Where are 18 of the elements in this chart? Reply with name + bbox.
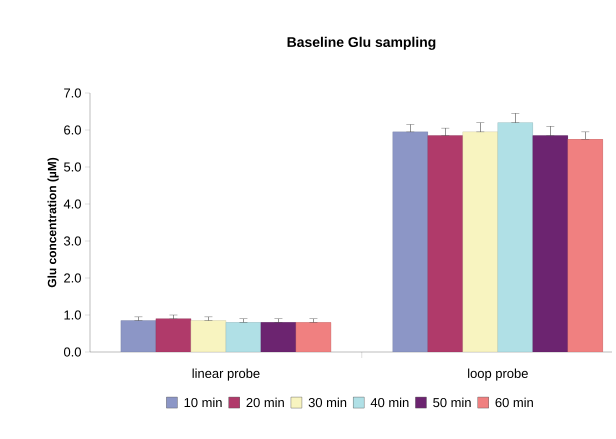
legend-label: 40 min: [370, 398, 408, 408]
y-tick-label: 1.0: [64, 310, 81, 320]
legend-label: 20 min: [246, 398, 284, 408]
y-tick-label: 5.0: [64, 162, 81, 172]
chart-title: Baseline Glu sampling: [288, 36, 436, 50]
y-tick-label: 0.0: [64, 347, 81, 357]
y-tick-label: 2.0: [64, 273, 81, 283]
y-tick-label: 7.0: [64, 88, 81, 98]
y-tick-label: 3.0: [64, 236, 81, 246]
legend-label: 10 min: [184, 398, 222, 408]
x-tick-label: linear probe: [192, 368, 260, 381]
legend-label: 50 min: [433, 398, 471, 408]
legend-label: 60 min: [496, 398, 533, 408]
y-tick-label: 6.0: [64, 125, 81, 135]
legend-label: 30 min: [308, 398, 346, 408]
y-axis-title: Glu concentration (µM): [47, 158, 59, 288]
x-tick-label: loop probe: [468, 368, 528, 381]
y-tick-label: 4.0: [64, 199, 81, 209]
